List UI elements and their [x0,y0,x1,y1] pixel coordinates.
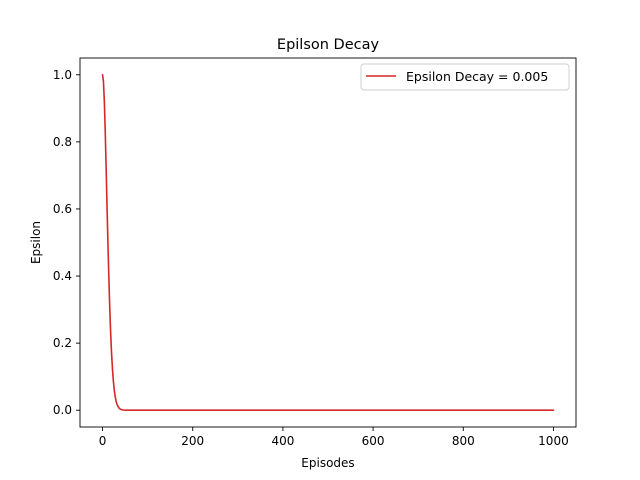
y-axis: 0.0 0.2 0.4 0.6 0.8 1.0 [53,68,80,417]
axes-frame [79,57,577,428]
y-tick-label: 0.0 [53,403,72,417]
x-axis-label: Episodes [301,456,354,470]
legend: Epsilon Decay = 0.005 [360,63,570,91]
x-tick-label: 600 [362,434,385,448]
y-tick-label: 1.0 [53,68,72,82]
x-tick-label: 0 [99,434,107,448]
chart-title: Epilson Decay [277,37,380,53]
y-tick-label: 0.2 [53,336,72,350]
y-tick-label: 0.8 [53,135,72,149]
y-axis-label: Epsilon [29,221,43,264]
y-tick-label: 0.4 [53,269,72,283]
legend-label: Epsilon Decay = 0.005 [406,69,548,84]
legend-box [360,63,570,91]
plot-area [101,73,555,412]
x-tick-label: 200 [181,434,204,448]
x-tick-label: 400 [271,434,294,448]
series-line-epsilon-decay [101,73,555,412]
x-axis: 0 200 400 600 800 1000 [99,427,569,448]
x-tick-label: 1000 [538,434,569,448]
x-tick-label: 800 [452,434,475,448]
y-tick-label: 0.6 [53,202,72,216]
